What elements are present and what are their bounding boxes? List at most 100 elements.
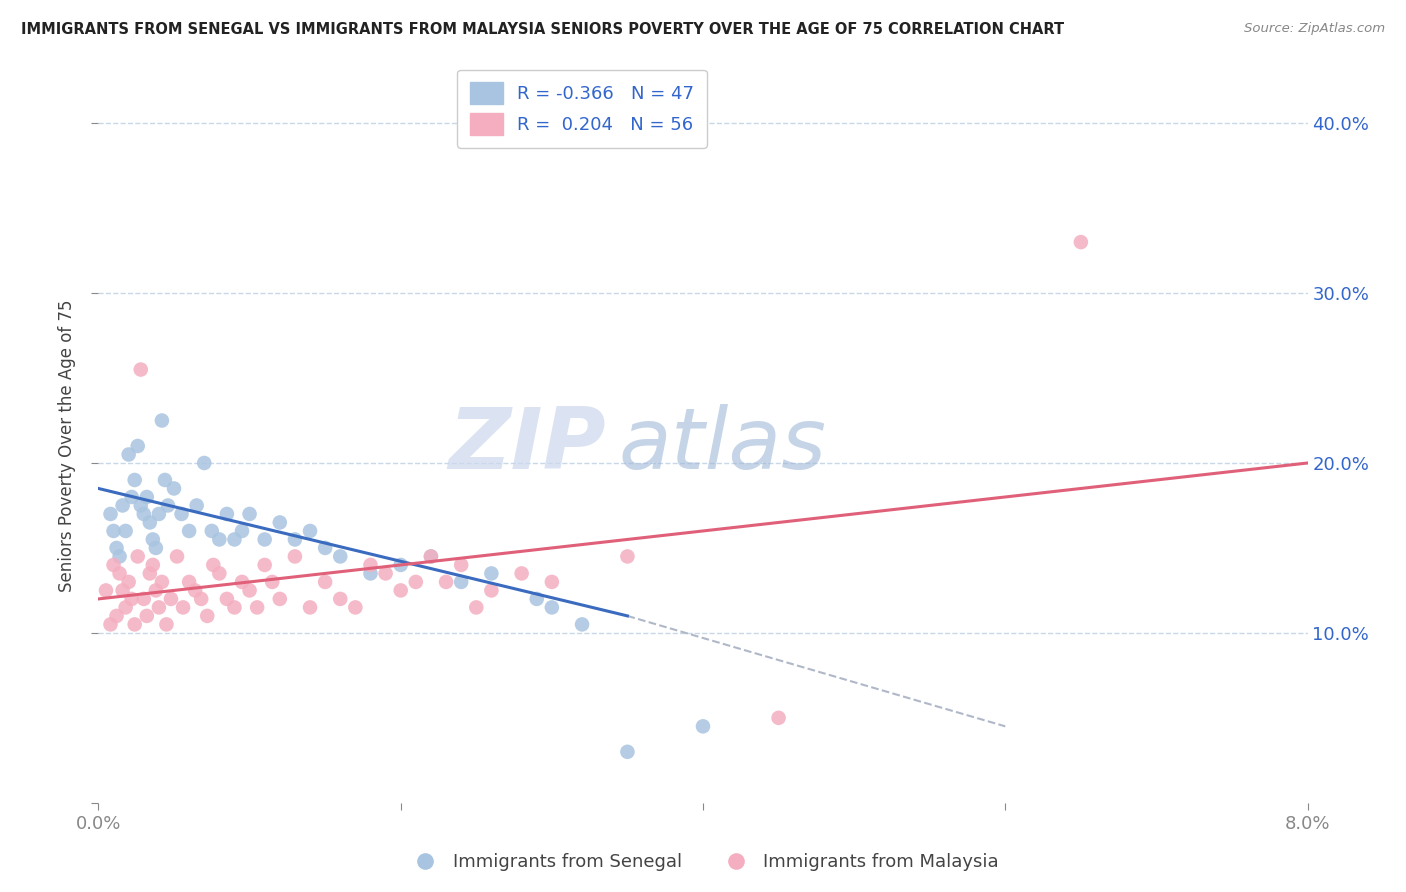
Point [616,745,638,759]
Point [150,574,173,589]
Point [132,507,155,521]
Point [314,541,336,555]
Point [129,362,152,376]
Point [179,524,201,538]
Point [135,490,157,504]
Point [139,516,162,530]
Point [329,549,352,564]
Point [100,507,122,521]
Point [156,499,179,513]
Point [202,558,225,572]
Point [111,499,134,513]
Text: IMMIGRANTS FROM SENEGAL VS IMMIGRANTS FROM MALAYSIA SENIORS POVERTY OVER THE AGE: IMMIGRANTS FROM SENEGAL VS IMMIGRANTS FR… [21,22,1064,37]
Point [434,574,457,589]
Point [314,574,336,589]
Point [142,558,165,572]
Point [179,574,201,589]
Point [208,566,231,581]
Point [420,549,443,564]
Point [253,533,276,547]
Point [103,524,125,538]
Point [450,558,472,572]
Point [215,507,238,521]
Point [139,566,162,581]
Point [186,499,208,513]
Point [129,499,152,513]
Point [193,456,215,470]
Point [111,583,134,598]
Point [124,617,146,632]
Point [127,549,149,564]
Point [121,591,143,606]
Point [155,617,177,632]
Point [208,533,231,547]
Point [118,448,141,462]
Y-axis label: Seniors Poverty Over the Age of 75: Seniors Poverty Over the Age of 75 [58,300,76,592]
Point [374,566,396,581]
Point [153,473,176,487]
Point [103,558,125,572]
Point [571,617,593,632]
Point [269,516,291,530]
Point [94,583,117,598]
Point [540,574,562,589]
Point [239,583,262,598]
Point [692,719,714,733]
Point [170,507,193,521]
Point [150,413,173,427]
Point [135,608,157,623]
Point [114,524,136,538]
Point [481,583,503,598]
Point [284,533,307,547]
Point [253,558,276,572]
Point [465,600,488,615]
Point [262,574,284,589]
Point [246,600,269,615]
Point [195,608,218,623]
Point [299,524,322,538]
Point [269,591,291,606]
Point [108,549,131,564]
Point [510,566,533,581]
Point [450,574,472,589]
Point [142,533,165,547]
Point [389,583,412,598]
Point [114,600,136,615]
Point [108,566,131,581]
Point [344,600,367,615]
Point [299,600,322,615]
Point [124,473,146,487]
Point [145,541,167,555]
Point [145,583,167,598]
Point [132,591,155,606]
Point [215,591,238,606]
Point [172,600,194,615]
Point [105,608,128,623]
Legend: Immigrants from Senegal, Immigrants from Malaysia: Immigrants from Senegal, Immigrants from… [401,847,1005,879]
Point [389,558,412,572]
Point [231,524,253,538]
Point [405,574,427,589]
Legend: R = -0.366   N = 47, R =  0.204   N = 56: R = -0.366 N = 47, R = 0.204 N = 56 [457,70,707,148]
Point [616,549,638,564]
Text: ZIP: ZIP [449,404,606,488]
Point [768,711,790,725]
Point [148,600,170,615]
Point [160,591,183,606]
Point [1070,235,1092,249]
Point [127,439,149,453]
Point [284,549,307,564]
Point [540,600,562,615]
Point [121,490,143,504]
Point [148,507,170,521]
Point [360,558,382,572]
Point [201,524,224,538]
Point [329,591,352,606]
Point [190,591,212,606]
Text: atlas: atlas [619,404,827,488]
Point [481,566,503,581]
Point [184,583,207,598]
Point [239,507,262,521]
Point [224,533,246,547]
Point [231,574,253,589]
